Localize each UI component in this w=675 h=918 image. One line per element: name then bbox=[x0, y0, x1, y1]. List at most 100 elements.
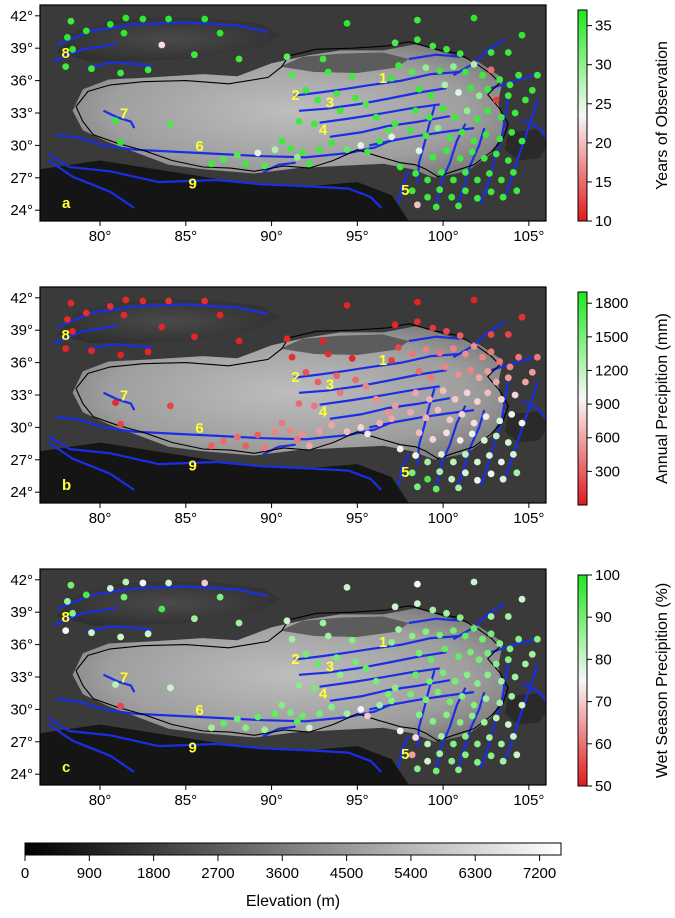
station-point bbox=[391, 39, 399, 47]
basin-contour bbox=[503, 663, 539, 762]
station-point bbox=[482, 695, 490, 702]
station-point bbox=[319, 337, 327, 345]
station-point bbox=[395, 626, 402, 633]
lon-tick-label: 105° bbox=[513, 228, 544, 245]
station-point bbox=[328, 139, 335, 147]
lat-tick-label: 39° bbox=[10, 604, 33, 621]
station-point bbox=[492, 714, 500, 722]
elevation-tick-label: 5400 bbox=[394, 865, 427, 882]
station-point bbox=[456, 614, 464, 621]
station-point bbox=[479, 353, 486, 361]
map-area: 1 2 3 4 5 6 7 8 9 a bbox=[40, 5, 546, 221]
station-point bbox=[388, 415, 395, 423]
station-point bbox=[492, 150, 500, 158]
lat-tick-label: 36° bbox=[10, 637, 33, 654]
station-point bbox=[299, 148, 306, 156]
station-point bbox=[165, 15, 173, 23]
station-point bbox=[407, 408, 414, 416]
station-point bbox=[283, 335, 291, 343]
station-point bbox=[69, 327, 76, 335]
station-point bbox=[324, 632, 332, 640]
elevation-tick-label: 900 bbox=[77, 865, 102, 882]
station-point bbox=[474, 116, 481, 123]
station-point bbox=[336, 107, 344, 115]
station-point bbox=[424, 757, 431, 765]
basin-contour bbox=[262, 161, 296, 174]
station-point bbox=[484, 85, 492, 93]
station-point bbox=[487, 470, 495, 478]
station-point bbox=[432, 767, 440, 775]
station-point bbox=[242, 442, 250, 450]
station-point bbox=[448, 475, 456, 483]
station-point bbox=[388, 133, 395, 141]
station-point bbox=[407, 690, 414, 698]
station-point bbox=[486, 734, 493, 741]
lon-tick-label: 95° bbox=[346, 228, 369, 245]
region-label: 2 bbox=[291, 87, 299, 104]
station-point bbox=[139, 297, 147, 305]
colorbar-tick-label: 25 bbox=[595, 96, 612, 113]
station-point bbox=[391, 402, 399, 410]
station-point bbox=[314, 96, 322, 104]
basin-contour bbox=[103, 391, 136, 411]
station-point bbox=[88, 65, 95, 73]
station-point bbox=[412, 671, 419, 679]
station-point bbox=[456, 332, 464, 339]
station-point bbox=[271, 146, 279, 154]
station-point bbox=[415, 711, 423, 719]
station-point bbox=[474, 476, 481, 484]
panel-letter: b bbox=[62, 477, 71, 494]
station-point bbox=[328, 421, 335, 429]
region-label: 4 bbox=[319, 122, 328, 139]
station-point bbox=[450, 176, 457, 184]
station-point bbox=[412, 107, 419, 115]
station-point bbox=[216, 311, 224, 319]
station-point bbox=[499, 475, 507, 483]
station-point bbox=[288, 353, 296, 361]
station-point bbox=[450, 345, 457, 352]
station-point bbox=[504, 721, 512, 728]
station-point bbox=[474, 740, 481, 748]
station-point bbox=[261, 444, 269, 452]
station-point bbox=[302, 368, 310, 376]
station-point bbox=[487, 188, 495, 196]
region-label: 2 bbox=[291, 369, 299, 386]
station-point bbox=[324, 350, 332, 358]
station-point bbox=[462, 469, 469, 477]
station-point bbox=[412, 452, 419, 459]
station-point bbox=[484, 107, 492, 115]
station-point bbox=[122, 578, 130, 586]
station-point bbox=[451, 677, 459, 685]
station-point bbox=[508, 693, 516, 700]
station-point bbox=[316, 428, 323, 436]
station-point bbox=[470, 137, 478, 145]
station-point bbox=[504, 439, 512, 446]
basin-contour bbox=[103, 109, 136, 129]
lon-tick-label: 80° bbox=[89, 510, 112, 527]
elevation-tick-label: 0 bbox=[21, 865, 29, 882]
station-point bbox=[474, 758, 481, 766]
station-point bbox=[422, 64, 430, 71]
plateau-terrain bbox=[72, 325, 505, 460]
colorbar-ramp bbox=[577, 291, 588, 506]
station-point bbox=[343, 302, 351, 309]
station-point bbox=[319, 619, 327, 627]
basin-contour bbox=[521, 400, 546, 420]
station-point bbox=[305, 160, 313, 168]
station-point bbox=[415, 649, 423, 657]
station-point bbox=[422, 696, 430, 704]
station-point bbox=[261, 726, 269, 734]
station-point bbox=[299, 430, 306, 438]
station-point bbox=[487, 613, 495, 620]
qaidam-basin bbox=[280, 52, 409, 73]
station-point bbox=[414, 318, 421, 325]
lon-tick-label: 90° bbox=[260, 228, 283, 245]
station-point bbox=[480, 719, 488, 726]
station-point bbox=[462, 68, 469, 76]
basin-contour bbox=[408, 335, 461, 343]
station-point bbox=[208, 160, 215, 168]
station-point bbox=[434, 688, 442, 696]
station-point bbox=[271, 710, 279, 718]
station-point bbox=[450, 458, 457, 466]
